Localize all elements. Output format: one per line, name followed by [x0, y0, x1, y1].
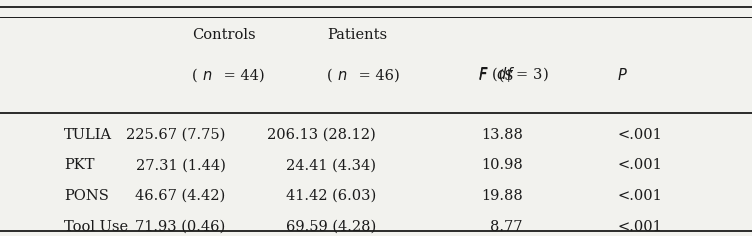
Text: (: ( [327, 69, 332, 83]
Text: 71.93 (0.46): 71.93 (0.46) [135, 220, 226, 234]
Text: $n$: $n$ [337, 69, 347, 83]
Text: TULIA: TULIA [64, 128, 112, 142]
Text: 69.59 (4.28): 69.59 (4.28) [286, 220, 376, 234]
Text: 10.98: 10.98 [481, 158, 523, 172]
Text: = 44): = 44) [219, 69, 265, 83]
Text: = 46): = 46) [354, 69, 400, 83]
Text: ($: ($ [494, 69, 514, 83]
Text: Patients: Patients [327, 29, 387, 42]
Text: 225.67 (7.75): 225.67 (7.75) [126, 128, 226, 142]
Text: <.001: <.001 [617, 158, 662, 172]
Text: Tool Use: Tool Use [64, 220, 128, 234]
Text: PONS: PONS [64, 189, 109, 203]
Text: 8.77: 8.77 [490, 220, 523, 234]
Text: 19.88: 19.88 [481, 189, 523, 203]
Text: 24.41 (4.34): 24.41 (4.34) [286, 158, 376, 172]
Text: $P$: $P$ [617, 67, 627, 83]
Text: $n$: $n$ [202, 69, 212, 83]
Text: (: ( [192, 69, 197, 83]
Text: <.001: <.001 [617, 220, 662, 234]
Text: <.001: <.001 [617, 128, 662, 142]
Text: 46.67 (4.42): 46.67 (4.42) [135, 189, 226, 203]
Text: 41.42 (6.03): 41.42 (6.03) [286, 189, 376, 203]
Text: 206.13 (28.12): 206.13 (28.12) [267, 128, 376, 142]
Text: 13.88: 13.88 [481, 128, 523, 142]
Text: Controls: Controls [192, 29, 256, 42]
Text: 27.31 (1.44): 27.31 (1.44) [135, 158, 226, 172]
Text: $F$ ($df$ = 3): $F$ ($df$ = 3) [478, 65, 548, 83]
Text: PKT: PKT [64, 158, 95, 172]
Text: $F$: $F$ [478, 67, 488, 83]
Text: <.001: <.001 [617, 189, 662, 203]
